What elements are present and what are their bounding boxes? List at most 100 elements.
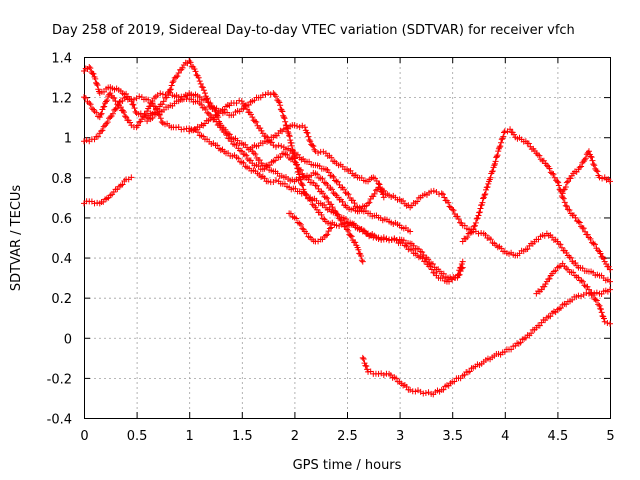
y-tick-label: 0 [64,332,72,347]
data-point [596,302,603,309]
data-point [596,174,603,181]
data-point [257,125,264,132]
data-point [286,132,293,139]
data-point [340,186,347,193]
data-point [476,209,483,216]
data-point [552,267,559,274]
x-tick-label: 1.5 [232,429,253,444]
data-point [584,283,591,290]
data-point [605,263,612,270]
data-point [459,238,466,245]
data-point [559,190,566,197]
y-tick-label: -0.2 [47,372,72,387]
data-point [157,115,164,122]
data-point [288,142,295,149]
data-point [330,173,337,180]
data-point [93,80,100,87]
data-point [170,78,177,85]
data-point [104,119,111,126]
data-point [430,187,437,194]
data-point [422,390,429,397]
data-point [120,109,127,116]
data-point [356,204,363,211]
data-point [157,90,164,97]
data-point [91,200,98,207]
data-point [587,153,594,160]
data-point [534,151,541,158]
data-point [333,210,340,217]
data-point [94,199,101,206]
data-point [256,157,263,164]
data-point [286,133,293,140]
data-point [380,194,387,201]
data-point [270,142,277,149]
data-point [364,366,371,373]
data-point [557,305,564,312]
data-point [324,231,331,238]
data-point [298,181,305,188]
data-point [600,315,607,322]
data-point [563,179,570,186]
y-axis-label: SDTVAR / TECUs [9,185,24,292]
data-point [288,140,295,147]
data-point [501,129,508,136]
data-point [314,171,321,178]
data-point [459,258,466,265]
data-point [363,363,370,370]
data-point [249,114,256,121]
series-sat-e [144,90,613,285]
x-tick-label: 0.5 [127,429,148,444]
data-point [333,222,340,229]
series-sat-k [533,260,613,327]
data-point [319,175,326,182]
data-point [487,236,494,243]
y-tick-label: 0.4 [51,252,72,267]
data-point [303,230,310,237]
data-point [604,320,611,327]
data-point [607,320,613,327]
data-point [322,232,329,239]
data-point [92,75,99,82]
data-point [255,163,262,170]
data-point [318,211,325,218]
data-point [116,98,123,105]
data-point [296,220,303,227]
data-point [507,126,514,133]
data-point [334,211,341,218]
data-point [115,102,122,109]
data-point [197,80,204,87]
data-point [380,372,387,379]
data-point [429,261,436,268]
data-point [95,133,102,140]
data-point [355,246,362,253]
data-point [293,162,300,169]
data-point [414,198,421,205]
data-point [198,101,205,108]
data-point [508,346,515,353]
x-tick-label: 2.5 [337,429,358,444]
data-point [324,181,331,188]
data-point [262,133,269,140]
data-point [365,200,372,207]
data-point [489,168,496,175]
data-point [546,275,553,282]
data-point [594,168,601,175]
data-point [307,197,314,204]
y-tick-label: 0.6 [51,212,72,227]
data-point [578,163,585,170]
data-point [119,107,126,114]
data-point [342,189,349,196]
data-point [482,190,489,197]
data-point [334,178,341,185]
data-point [214,142,221,149]
data-point [576,164,583,171]
data-point [324,195,331,202]
x-tick-label: 1 [186,429,194,444]
data-point [94,82,101,89]
data-point [592,296,599,303]
data-point [104,97,111,104]
data-point [112,98,119,105]
data-point [547,313,554,320]
data-point [494,152,501,159]
data-point [407,228,414,235]
